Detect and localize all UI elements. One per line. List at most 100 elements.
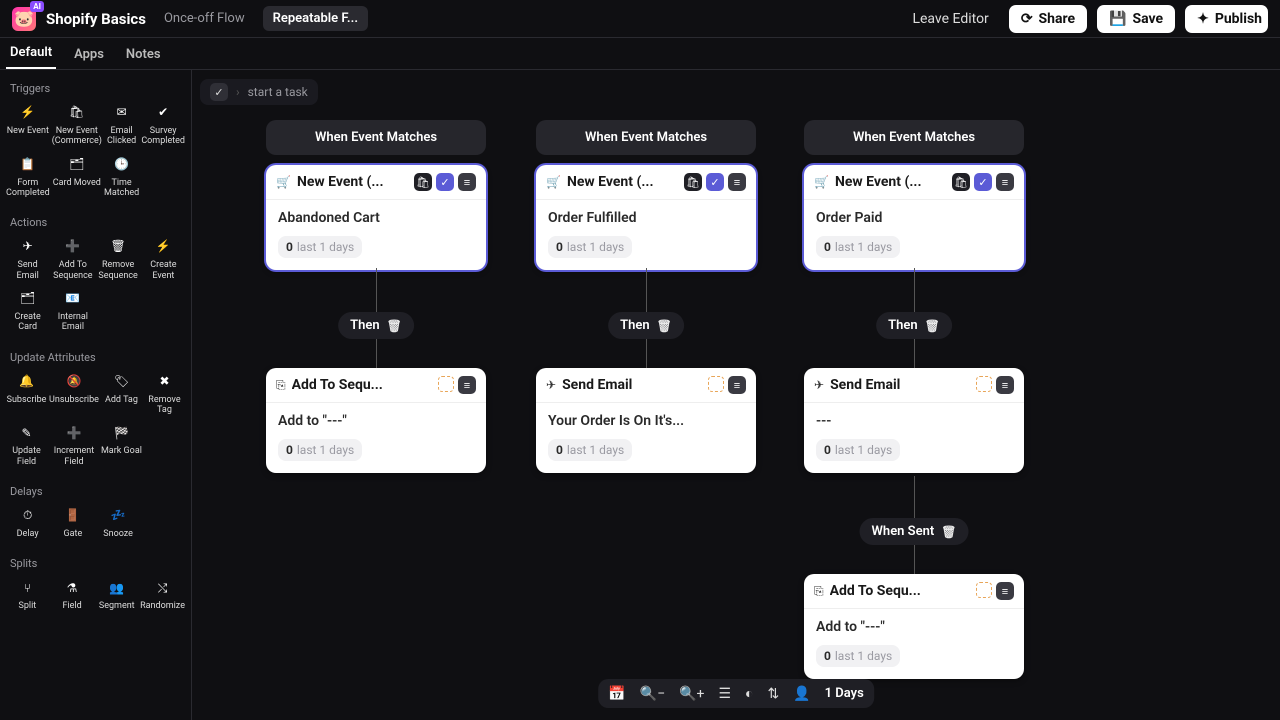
sidebar-item-icon: 🗂 <box>64 155 90 175</box>
menu-icon[interactable]: ≡ <box>728 376 746 394</box>
menu-icon[interactable]: ≡ <box>728 173 746 191</box>
menu-icon[interactable]: ≡ <box>458 173 476 191</box>
sidebar-item-icon: ⏱ <box>15 506 41 526</box>
toolbar-icon[interactable]: 🔍+ <box>679 686 704 702</box>
publish-button[interactable]: ✦Publish <box>1185 5 1268 33</box>
share-button[interactable]: ⟳Share <box>1009 5 1087 33</box>
sidebar-item[interactable]: ➕Increment Field <box>49 421 99 471</box>
sidebar-item[interactable]: ⚡Create Event <box>142 235 185 285</box>
then-label: Then <box>620 318 650 333</box>
check-icon[interactable]: ✓ <box>706 173 724 191</box>
sidebar-item[interactable]: ⚗Field <box>51 576 94 615</box>
trash-icon[interactable]: 🗑 <box>387 319 402 333</box>
sidebar-item[interactable]: 🔔Subscribe <box>6 370 47 420</box>
save-icon: 💾 <box>1109 11 1126 27</box>
task-placeholder: start a task <box>248 85 308 99</box>
menu-icon[interactable]: ≡ <box>458 376 476 394</box>
menu-icon[interactable]: ≡ <box>996 173 1014 191</box>
then-connector[interactable]: Then 🗑 <box>338 312 414 339</box>
flow-canvas[interactable]: ✓ › start a task When Event Matches🛒 New… <box>192 70 1280 720</box>
sidebar-item[interactable]: 🗂Create Card <box>6 287 49 337</box>
sidebar-item[interactable]: ✖Remove Tag <box>144 370 185 420</box>
then-label: Then <box>350 318 380 333</box>
leave-editor-link[interactable]: Leave Editor <box>902 11 998 27</box>
trigger-card[interactable]: 🛒 New Event (... 🛍 ✓ ≡ Order Fulfilled 0… <box>536 165 756 270</box>
then-connector[interactable]: Then 🗑 <box>608 312 684 339</box>
sidebar-item-icon: ✈ <box>15 237 41 257</box>
flow-tab-once-off[interactable]: Once-off Flow <box>156 7 253 30</box>
sidebar-item[interactable]: ⤭Randomize <box>140 576 185 615</box>
sidebar-item[interactable]: 🛍New Event (Commerce) <box>52 101 102 151</box>
sidebar-item-label: Time Matched <box>104 178 139 199</box>
sidebar-item[interactable]: ⚡New Event <box>6 101 50 151</box>
card-title: Send Email <box>830 377 970 393</box>
when-sent-connector[interactable]: When Sent🗑 <box>860 518 969 545</box>
canvas-toolbar: 📅 🔍− 🔍+ ☰ ◐ ⇅ 👤 1 Days <box>598 679 874 708</box>
sidebar-item[interactable]: 🏷Add Tag <box>101 370 142 420</box>
sidebar-item[interactable]: 💤Snooze <box>97 504 140 543</box>
toolbar-icon[interactable]: 📅 <box>608 686 625 702</box>
sidebar-item[interactable]: ➕Add To Sequence <box>51 235 94 285</box>
toolbar-icon[interactable]: ◐ <box>745 685 753 702</box>
flow-tab-repeatable[interactable]: Repeatable F... <box>263 6 368 31</box>
sidebar-item[interactable]: 📋Form Completed <box>6 153 50 203</box>
menu-icon[interactable]: ≡ <box>996 376 1014 394</box>
sidebar-item-label: New Event (Commerce) <box>52 126 102 147</box>
sidebar-section-title: Triggers <box>6 78 185 101</box>
sidebar-item-icon: 🕒 <box>109 155 135 175</box>
shop-icon[interactable]: 🛍 <box>684 173 702 191</box>
trigger-label: When Event Matches <box>536 120 756 155</box>
save-button[interactable]: 💾Save <box>1097 5 1175 33</box>
sidebar-item[interactable]: 🗑Remove Sequence <box>97 235 140 285</box>
toolbar-icon[interactable]: ☰ <box>718 686 731 702</box>
tab-notes[interactable]: Notes <box>122 47 165 69</box>
sidebar-item[interactable]: ⏱Delay <box>6 504 49 543</box>
sidebar-item-icon: 👥 <box>104 578 130 598</box>
flow-column: When Event Matches🛒 New Event (... 🛍 ✓ ≡… <box>266 120 486 270</box>
sidebar-item-label: Segment <box>99 601 135 611</box>
sidebar-item[interactable]: 🗂Card Moved <box>52 153 102 203</box>
trash-icon[interactable]: 🗑 <box>657 319 672 333</box>
sidebar-item[interactable]: 🔕Unsubscribe <box>49 370 99 420</box>
tab-apps[interactable]: Apps <box>70 47 108 69</box>
sidebar-item-icon: ✉ <box>109 103 135 123</box>
sidebar-item[interactable]: ✎Update Field <box>6 421 47 471</box>
sidebar-item[interactable]: 📧Internal Email <box>51 287 94 337</box>
warning-icon[interactable] <box>438 376 454 392</box>
sidebar-item[interactable]: 🕒 Time Matched <box>104 153 139 203</box>
trash-icon[interactable]: 🗑 <box>925 319 940 333</box>
send-email-card[interactable]: ✈ Send Email ≡ Your Order Is On It's... … <box>536 368 756 473</box>
shop-icon[interactable]: 🛍 <box>414 173 432 191</box>
trash-icon[interactable]: 🗑 <box>941 525 956 539</box>
check-icon[interactable]: ✓ <box>436 173 454 191</box>
toolbar-icon[interactable]: 👤 <box>793 686 810 702</box>
trigger-card[interactable]: 🛒 New Event (... 🛍 ✓ ≡ Order Paid 0last … <box>804 165 1024 270</box>
tab-default[interactable]: Default <box>6 45 56 69</box>
then-connector[interactable]: Then🗑 <box>876 312 952 339</box>
warning-icon[interactable] <box>708 376 724 392</box>
menu-icon[interactable]: ≡ <box>996 582 1014 600</box>
task-input-bar[interactable]: ✓ › start a task <box>200 79 318 105</box>
toolbar-icon[interactable]: ⇅ <box>767 686 779 702</box>
sidebar-item[interactable]: ⑂Split <box>6 576 49 615</box>
trigger-card[interactable]: 🛒 New Event (... 🛍 ✓ ≡ Abandoned Cart 0l… <box>266 165 486 270</box>
sidebar-item[interactable]: 👥 Segment <box>95 576 138 615</box>
sidebar-item[interactable]: ✉ Email Clicked <box>104 101 139 151</box>
app-logo[interactable]: AI <box>12 7 36 31</box>
send-email-card[interactable]: ✈ Send Email ≡ --- 0last 1 days <box>804 368 1024 473</box>
add-to-sequence-card[interactable]: ⎘ Add To Sequ... ≡ Add to "---" 0last 1 … <box>266 368 486 473</box>
warning-icon[interactable] <box>976 582 992 598</box>
check-icon[interactable]: ✓ <box>974 173 992 191</box>
warning-icon[interactable] <box>976 376 992 392</box>
sidebar-item[interactable]: ✈Send Email <box>6 235 49 285</box>
add-to-sequence-card[interactable]: ⎘ Add To Sequ... ≡ Add to "---" 0last 1 … <box>804 574 1024 679</box>
sidebar-item[interactable]: 🚪Gate <box>51 504 94 543</box>
toolbar-range-label[interactable]: 1 Days <box>825 686 864 701</box>
sidebar-item[interactable]: ✔Survey Completed <box>141 101 185 151</box>
sidebar-item[interactable]: 🏁Mark Goal <box>101 421 142 471</box>
sidebar-item-label: Email Clicked <box>104 126 139 147</box>
sidebar-item-icon: 📧 <box>60 289 86 309</box>
sidebar-item-label: Gate <box>64 529 83 539</box>
shop-icon[interactable]: 🛍 <box>952 173 970 191</box>
toolbar-icon[interactable]: 🔍− <box>640 686 665 702</box>
